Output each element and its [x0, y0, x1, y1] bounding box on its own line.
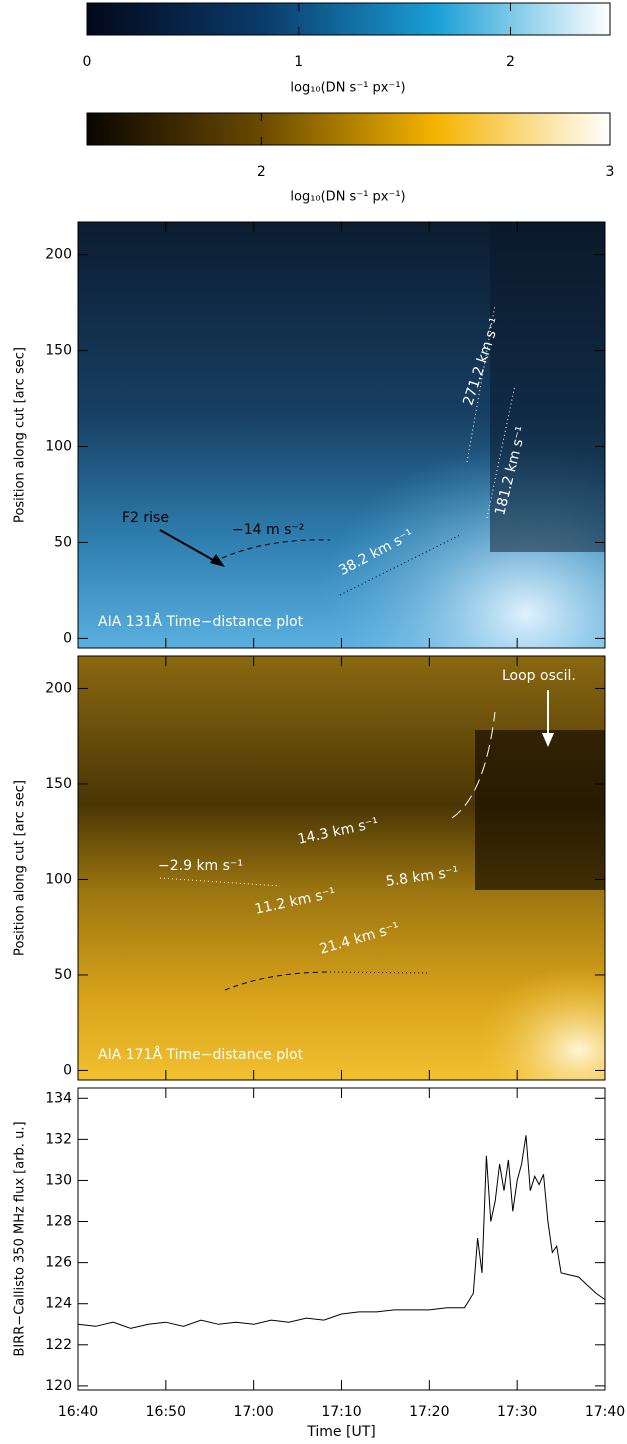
- annotation: AIA 171Å Time−distance plot: [98, 1046, 304, 1063]
- annotation: AIA 131Å Time−distance plot: [98, 613, 304, 630]
- arrow: [159, 529, 223, 566]
- flux-line: [77, 1135, 606, 1329]
- x-tick-label: 17:30: [497, 1404, 537, 1420]
- y-tick-label: 134: [45, 1090, 72, 1106]
- annotation: Loop oscil.: [502, 668, 576, 684]
- y-axis-label: BIRR−Callisto 350 MHz flux [arb. u.]: [13, 1121, 28, 1356]
- x-tick-label: 1: [294, 54, 303, 70]
- y-tick-label: 130: [45, 1172, 72, 1188]
- x-tick-label: 17:40: [585, 1404, 625, 1420]
- y-tick-label: 50: [54, 534, 72, 550]
- x-axis-label: Time [UT]: [306, 1424, 375, 1440]
- y-tick-label: 200: [45, 680, 72, 696]
- annotation: −2.9 km s⁻¹: [158, 858, 243, 874]
- fit-curve: [224, 971, 331, 991]
- colorbar: [86, 112, 611, 146]
- colorbar: [86, 2, 611, 36]
- arrow-head: [542, 733, 554, 747]
- y-tick-label: 120: [45, 1378, 72, 1394]
- x-tick-label: 17:10: [321, 1404, 361, 1420]
- y-tick-label: 122: [45, 1337, 72, 1353]
- x-tick-label: 17:20: [409, 1404, 449, 1420]
- image-171-dark: [475, 730, 605, 890]
- fit-curve: [221, 539, 331, 559]
- plot-frame: [77, 1087, 606, 1391]
- x-tick-label: 16:50: [146, 1404, 186, 1420]
- y-tick-label: 100: [45, 871, 72, 887]
- axis-label: log₁₀(DN s⁻¹ px⁻¹): [290, 81, 405, 96]
- fit-line: [329, 971, 431, 974]
- fit-line: [159, 877, 281, 887]
- image-131-dark: [490, 222, 605, 552]
- y-tick-label: 200: [45, 247, 72, 263]
- arrow-head: [210, 554, 225, 567]
- x-tick-label: 3: [606, 164, 615, 180]
- y-tick-label: 128: [45, 1214, 72, 1230]
- x-tick-label: 0: [83, 54, 92, 70]
- fit-line: [466, 304, 496, 463]
- x-tick-label: 17:00: [233, 1404, 273, 1420]
- y-tick-label: 0: [63, 1062, 72, 1078]
- y-axis-label: Position along cut [arc sec]: [13, 780, 28, 956]
- y-tick-label: 126: [45, 1255, 72, 1271]
- annotation: F2 rise: [122, 510, 169, 526]
- y-tick-label: 150: [45, 776, 72, 792]
- y-tick-label: 124: [45, 1296, 72, 1312]
- axis-label: log₁₀(DN s⁻¹ px⁻¹): [290, 190, 405, 205]
- y-tick-label: 0: [63, 630, 72, 646]
- x-tick-label: 2: [506, 54, 515, 70]
- y-axis-label: Position along cut [arc sec]: [13, 347, 28, 523]
- fit-curve: [451, 711, 496, 819]
- y-tick-label: 50: [54, 967, 72, 983]
- x-tick-label: 16:40: [58, 1404, 98, 1420]
- y-tick-label: 132: [45, 1131, 72, 1147]
- annotation: −14 m s⁻²: [232, 522, 304, 538]
- x-tick-label: 2: [257, 164, 266, 180]
- y-tick-label: 150: [45, 343, 72, 359]
- y-tick-label: 100: [45, 439, 72, 455]
